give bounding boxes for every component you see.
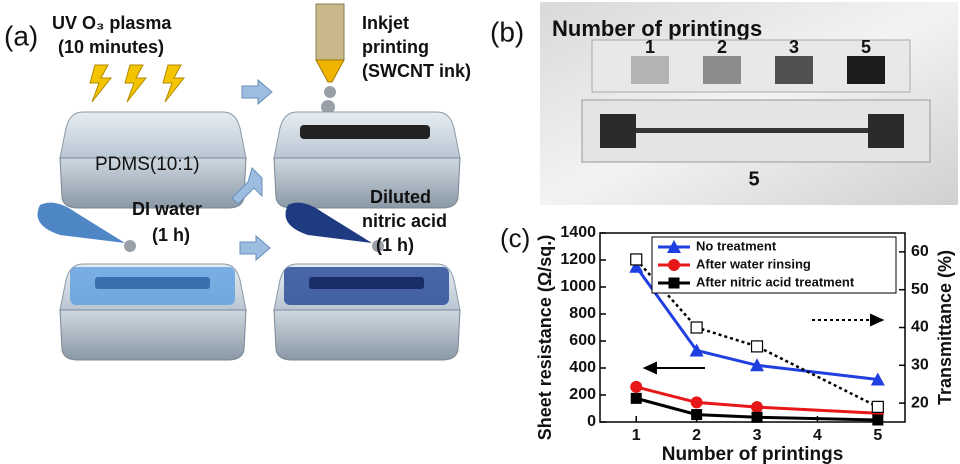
y-tick-label: 200 <box>569 386 596 403</box>
sample-label: 2 <box>717 37 727 57</box>
y-tick-label: 1200 <box>560 251 596 268</box>
y-tick-label: 800 <box>569 305 596 322</box>
electrode-pad <box>868 114 904 148</box>
printed-line <box>636 128 868 133</box>
photo-title: Number of printings <box>552 16 762 41</box>
printed-strip <box>95 277 210 289</box>
step-text: (1 h) <box>152 225 190 245</box>
y2-tick-label: 50 <box>911 281 929 298</box>
printed-strip <box>309 277 424 289</box>
legend-label: After nitric acid treatment <box>696 274 855 289</box>
marker <box>631 393 642 404</box>
step-text: UV O₃ plasma <box>52 13 172 33</box>
uv-bolts <box>90 65 184 102</box>
x-tick-label: 2 <box>692 427 701 444</box>
marker <box>751 401 763 413</box>
y2-axis-label: Transmittance (%) <box>935 250 955 405</box>
step-text: (10 minutes) <box>58 37 164 57</box>
step-text: printing <box>362 37 429 57</box>
step-text: DI water <box>132 199 202 219</box>
chart: 0 200 400 600 800 1000 1200 1400 20 30 40 50 60 1 2 3 4 5… <box>535 224 955 464</box>
droplet <box>124 240 136 252</box>
marker <box>752 412 763 423</box>
step-text: (1 h) <box>376 235 414 255</box>
step-text: Inkjet <box>362 13 409 33</box>
y-tick-label: 1000 <box>560 278 596 295</box>
y-tick-label: 600 <box>569 332 596 349</box>
marker <box>691 322 702 333</box>
x-tick-label: 1 <box>632 427 641 444</box>
step-text: Diluted <box>370 187 431 207</box>
dropper <box>38 203 126 243</box>
sample-label: 3 <box>789 37 799 57</box>
electrode-pad <box>600 114 636 148</box>
y-axis-label: Sheet resistance (Ω/sq.) <box>535 235 555 441</box>
x-tick-label: 4 <box>813 427 822 444</box>
sample-label: 1 <box>645 37 655 57</box>
x-tick-label: 3 <box>753 427 762 444</box>
marker <box>872 401 883 412</box>
step-text: nitric acid <box>362 211 447 231</box>
y-tick-label: 0 <box>587 413 596 430</box>
sample-square <box>775 56 813 84</box>
sample-square <box>847 56 885 84</box>
marker <box>668 259 680 271</box>
y-tick-label: 400 <box>569 359 596 376</box>
sample-label: 5 <box>861 37 871 57</box>
y2-tick-label: 30 <box>911 357 929 374</box>
marker <box>872 414 883 425</box>
marker <box>691 396 703 408</box>
substrate-label: PDMS(10:1) <box>95 154 200 175</box>
y2-tick-label: 40 <box>911 319 929 336</box>
marker <box>691 409 702 420</box>
panel-label: (b) <box>490 16 524 47</box>
panel-label: (a) <box>4 20 38 51</box>
y-tick-label: 1400 <box>560 224 596 241</box>
figure: (a) UV O₃ plasma (10 minutes) Inkjet pri… <box>0 0 960 464</box>
printed-strip <box>300 125 430 139</box>
sample-square <box>631 56 669 84</box>
step-text: (SWCNT ink) <box>362 61 471 81</box>
x-axis-label: Number of printings <box>662 444 844 464</box>
legend-label: No treatment <box>696 238 777 253</box>
marker <box>669 278 680 289</box>
panel-label: (c) <box>500 223 530 253</box>
legend: No treatment After water rinsing After nit… <box>652 237 896 293</box>
sample-square <box>703 56 741 84</box>
dropper <box>286 203 373 243</box>
sample-label: 5 <box>748 168 759 190</box>
marker <box>752 341 763 352</box>
marker <box>631 254 642 265</box>
marker <box>630 381 642 393</box>
legend-label: After water rinsing <box>696 256 811 271</box>
y2-tick-label: 60 <box>911 243 929 260</box>
x-tick-label: 5 <box>873 427 882 444</box>
inkjet-nozzle <box>316 4 344 114</box>
y2-tick-label: 20 <box>911 394 929 411</box>
